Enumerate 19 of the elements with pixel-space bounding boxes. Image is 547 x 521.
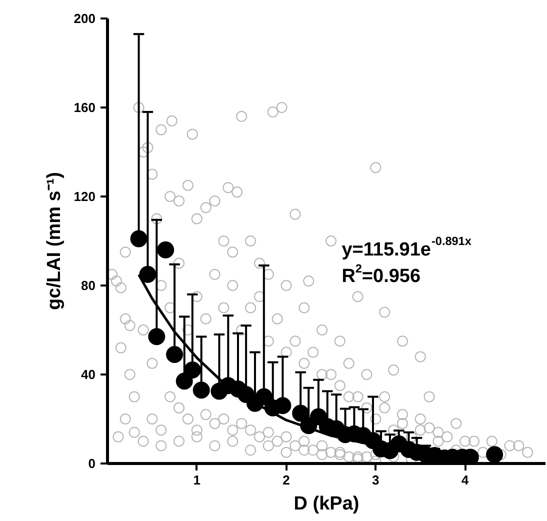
point — [166, 346, 184, 363]
point — [157, 241, 174, 258]
y-tick-label: 80 — [81, 278, 96, 293]
point — [486, 446, 504, 464]
x-axis-title: D (kPa) — [294, 494, 360, 514]
y-axis-title: gc/LAI (mm s⁻¹) — [44, 172, 65, 310]
y-tick-label: 200 — [74, 11, 96, 26]
x-tick-label: 4 — [461, 472, 470, 488]
y-tick-label: 120 — [74, 189, 96, 204]
point — [130, 230, 148, 248]
point — [192, 382, 210, 399]
x-tick-label: 2 — [282, 472, 290, 488]
x-tick-label: 3 — [372, 472, 380, 488]
x-tick-label: 1 — [193, 472, 201, 488]
point — [148, 328, 166, 346]
y-tick-label: 160 — [74, 100, 96, 115]
y-tick-label: 40 — [81, 367, 96, 382]
y-tick-label: 0 — [88, 456, 96, 471]
point — [274, 397, 292, 414]
